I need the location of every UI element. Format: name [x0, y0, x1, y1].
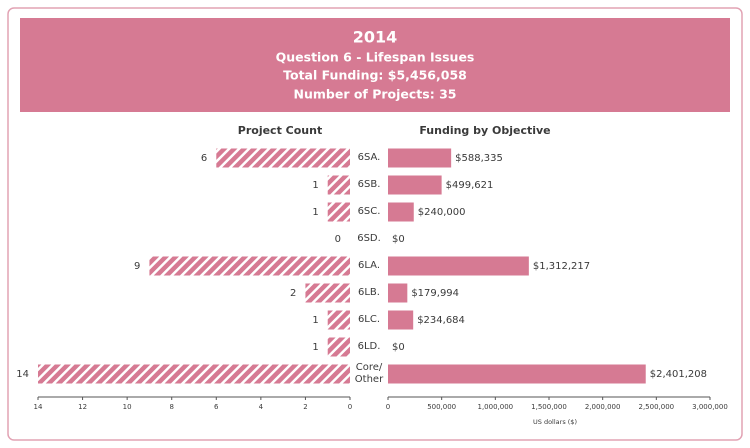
value-label: $0: [392, 234, 405, 245]
panel-title: Funding by Objective: [419, 124, 550, 137]
category-label: 6SC.: [357, 206, 381, 217]
bar: [216, 148, 350, 168]
value-label: $588,335: [455, 153, 503, 164]
x-tick-label: 3,000,000: [692, 403, 728, 411]
x-tick-label: 2,500,000: [639, 403, 675, 411]
header-subtitle: Question 6 - Lifespan Issues: [276, 50, 475, 65]
x-tick-label: 500,000: [427, 403, 456, 411]
x-tick-label: 0: [348, 403, 352, 411]
value-label: $0: [392, 342, 405, 353]
value-label: 2: [290, 288, 296, 299]
bar: [388, 202, 414, 222]
bar: [388, 364, 646, 384]
bar: [38, 364, 350, 384]
category-label: 6SD.: [357, 233, 381, 244]
value-label: $1,312,217: [533, 261, 590, 272]
x-tick-label: 0: [386, 403, 390, 411]
value-label: $179,994: [411, 288, 459, 299]
category-label: 6SA.: [357, 152, 381, 163]
value-label: 0: [335, 234, 341, 245]
bar: [388, 310, 414, 330]
bar: [327, 337, 350, 357]
category-label: 6LB.: [358, 287, 380, 298]
value-label: 9: [134, 261, 140, 272]
header-projects: Number of Projects: 35: [294, 87, 457, 102]
value-label: 6: [201, 153, 207, 164]
x-tick-label: 6: [214, 403, 219, 411]
header-box: [20, 18, 730, 112]
value-label: 1: [312, 207, 318, 218]
x-tick-label: 2: [303, 403, 307, 411]
x-tick-label: 12: [78, 403, 87, 411]
header-funding: Total Funding: $5,456,058: [283, 68, 467, 83]
bar: [388, 175, 442, 195]
panel-title: Project Count: [238, 124, 322, 137]
x-tick-label: 10: [123, 403, 132, 411]
value-label: $240,000: [418, 207, 466, 218]
value-label: $234,684: [417, 315, 465, 326]
value-label: $499,621: [446, 180, 494, 191]
x-tick-label: 4: [259, 403, 264, 411]
value-label: 1: [312, 180, 318, 191]
bar: [327, 310, 350, 330]
value-label: 1: [312, 342, 318, 353]
value-label: 14: [16, 369, 29, 380]
header-title: 2014: [353, 28, 398, 47]
bar: [305, 283, 350, 303]
bar: [388, 148, 452, 168]
bar: [388, 256, 529, 276]
x-tick-label: 1,500,000: [531, 403, 567, 411]
bar: [149, 256, 350, 276]
x-axis-label: US dollars ($): [533, 418, 577, 426]
category-label: 6SB.: [357, 179, 381, 190]
frame: [7, 7, 743, 441]
x-tick-label: 8: [169, 403, 173, 411]
x-tick-label: 2,000,000: [585, 403, 621, 411]
value-label: $2,401,208: [650, 369, 707, 380]
value-label: 1: [312, 315, 318, 326]
category-label: 6LC.: [357, 314, 381, 325]
bar: [388, 283, 408, 303]
x-tick-label: 14: [34, 403, 43, 411]
category-label: 6LD.: [357, 341, 381, 352]
x-tick-label: 1,000,000: [478, 403, 514, 411]
bar: [327, 175, 350, 195]
category-label: 6LA.: [357, 260, 380, 271]
category-label: Core/ Other: [354, 362, 384, 385]
bar: [327, 202, 350, 222]
